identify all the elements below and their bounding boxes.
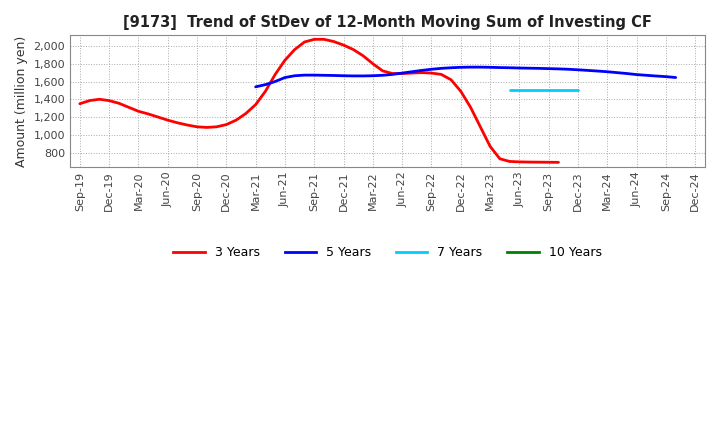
- Title: [9173]  Trend of StDev of 12-Month Moving Sum of Investing CF: [9173] Trend of StDev of 12-Month Moving…: [123, 15, 652, 30]
- Legend: 3 Years, 5 Years, 7 Years, 10 Years: 3 Years, 5 Years, 7 Years, 10 Years: [168, 242, 607, 264]
- Y-axis label: Amount (million yen): Amount (million yen): [15, 36, 28, 167]
